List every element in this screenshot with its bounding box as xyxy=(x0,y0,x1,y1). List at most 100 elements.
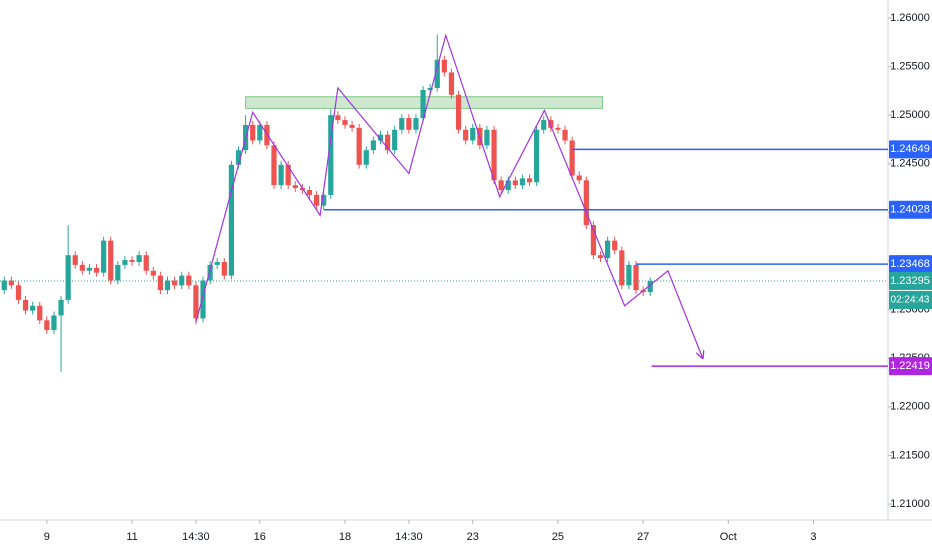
candle-body xyxy=(101,240,107,273)
candle-body xyxy=(250,124,256,141)
candle-body xyxy=(214,261,220,265)
candle-body xyxy=(626,264,632,286)
candle-body xyxy=(72,255,78,265)
candle-body xyxy=(264,124,270,146)
candle-body xyxy=(612,240,618,251)
candle-body xyxy=(129,260,135,262)
candle-body xyxy=(207,264,213,281)
level-label-box xyxy=(889,357,932,376)
candle-body xyxy=(569,140,575,176)
candle-body xyxy=(356,127,362,165)
candle-body xyxy=(370,140,376,151)
candle-body xyxy=(597,255,604,259)
candle-body xyxy=(150,270,156,276)
candle-body xyxy=(498,180,504,191)
candle-body xyxy=(1,280,7,291)
candle-body xyxy=(427,87,433,90)
candle-body xyxy=(399,118,405,130)
candle-body xyxy=(363,150,369,165)
level-label: 1.24028 xyxy=(890,204,930,216)
level-label-box xyxy=(889,255,932,274)
candle-body xyxy=(15,285,22,300)
last-price-box xyxy=(889,271,932,290)
candle-body xyxy=(37,305,43,321)
level-label: 1.24649 xyxy=(890,143,930,155)
candle-body xyxy=(548,120,554,128)
y-tick-label: 1.21500 xyxy=(890,449,930,461)
y-tick-label: 1.25500 xyxy=(890,60,930,72)
zigzag-pattern xyxy=(195,33,703,358)
y-tick-label: 1.22000 xyxy=(890,401,930,413)
candle-body xyxy=(647,280,653,293)
candle-body xyxy=(306,190,313,195)
candle-body xyxy=(342,120,348,125)
level-label-box xyxy=(889,200,932,219)
x-tick-label: 14:30 xyxy=(182,531,210,543)
candle-body xyxy=(79,264,85,271)
y-tick-label: 1.25000 xyxy=(890,109,930,121)
candle-body xyxy=(328,115,334,195)
candle-body xyxy=(292,185,298,189)
y-tick-label: 1.26000 xyxy=(890,12,930,24)
candle-body xyxy=(278,164,284,186)
candle-body xyxy=(200,280,206,319)
candle-body xyxy=(164,280,171,291)
candle-body xyxy=(271,145,277,186)
x-tick-label: 9 xyxy=(44,531,50,543)
candle-body xyxy=(384,134,391,151)
candle-body xyxy=(534,129,540,183)
candle-body xyxy=(108,240,114,281)
candle-body xyxy=(470,127,476,141)
candle-body xyxy=(8,280,14,286)
candle-body xyxy=(555,127,561,130)
candle-body xyxy=(93,267,100,273)
candle-body xyxy=(420,89,426,119)
countdown-box xyxy=(889,290,932,309)
candle-body xyxy=(65,255,71,300)
candle-body xyxy=(434,59,440,88)
candle-body xyxy=(257,124,263,141)
x-tick-label: 11 xyxy=(126,531,137,543)
candle-body xyxy=(392,129,398,151)
candle-body xyxy=(51,315,57,331)
candle-body xyxy=(221,261,227,276)
candle-body xyxy=(519,178,526,186)
candle-body xyxy=(179,275,185,286)
candle-body xyxy=(143,255,149,271)
candle-body xyxy=(186,275,192,286)
candle-body xyxy=(512,180,518,186)
y-tick-label: 1.21000 xyxy=(890,498,930,510)
level-label: 1.22419 xyxy=(890,360,930,372)
x-tick-label: Oct xyxy=(720,531,737,543)
candle-body xyxy=(590,225,597,256)
candle-body xyxy=(505,180,511,191)
candle-body xyxy=(491,129,497,181)
candle-body xyxy=(448,72,455,95)
level-label: 1.23468 xyxy=(890,258,930,270)
last-price-label: 1.23295 xyxy=(890,275,930,287)
x-tick-label: 16 xyxy=(254,531,266,543)
candle-body xyxy=(285,164,291,186)
candle-body xyxy=(526,178,533,183)
y-tick-label: 1.24500 xyxy=(890,158,930,170)
candle-body xyxy=(463,129,469,141)
candle-body xyxy=(157,275,164,291)
candle-body xyxy=(441,59,447,73)
candle-body xyxy=(313,194,320,206)
candle-body xyxy=(115,264,121,281)
candle-body xyxy=(605,240,611,259)
candle-body xyxy=(562,129,568,141)
candle-body xyxy=(413,118,419,130)
candle-body xyxy=(335,115,341,121)
x-tick-label: 23 xyxy=(467,531,479,543)
candle-body xyxy=(576,175,582,181)
candle-body xyxy=(30,305,36,311)
candle-body xyxy=(541,120,547,130)
candle-body xyxy=(58,299,64,316)
x-tick-label: 27 xyxy=(637,531,649,543)
x-tick-label: 14:30 xyxy=(395,531,423,543)
level-label-box xyxy=(889,140,932,159)
candle-body xyxy=(377,134,384,141)
